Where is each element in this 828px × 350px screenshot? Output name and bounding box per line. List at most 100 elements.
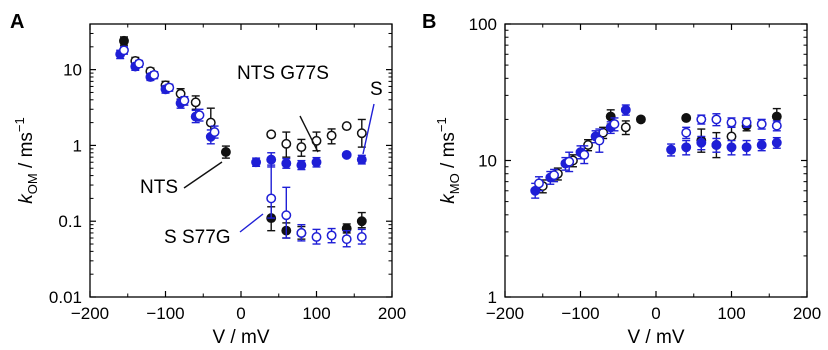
y-tick-label: 0.1 — [58, 212, 82, 231]
data-point — [726, 142, 737, 153]
x-axis-label: V / mV — [212, 327, 269, 348]
x-tick-label: 200 — [378, 304, 406, 323]
data-point — [711, 139, 722, 150]
data-point — [164, 82, 175, 93]
series-black-filled — [605, 107, 782, 153]
data-point — [681, 112, 692, 123]
data-point — [119, 35, 129, 46]
data-point — [134, 58, 145, 69]
data-point — [251, 157, 262, 168]
data-point — [620, 122, 631, 133]
data-point — [711, 114, 722, 125]
annotation-label: S — [370, 79, 383, 100]
series-black-open — [537, 120, 737, 194]
x-tick-label: 200 — [793, 304, 821, 323]
data-point — [311, 157, 322, 168]
data-point — [356, 231, 367, 242]
x-tick-label: 0 — [236, 304, 245, 323]
data-point — [296, 160, 307, 171]
data-point — [741, 142, 752, 153]
data-point — [281, 158, 292, 169]
y-tick-label: 0.01 — [49, 288, 82, 307]
x-tick-label: −100 — [146, 304, 184, 323]
data-point — [534, 178, 544, 189]
data-point — [220, 147, 231, 157]
data-point — [281, 138, 292, 149]
annotation-label: S S77G — [164, 227, 231, 248]
y-tick-label: 1 — [73, 136, 82, 155]
x-tick-label: −100 — [561, 304, 599, 323]
data-point — [209, 127, 220, 138]
data-point — [205, 117, 216, 128]
data-point — [149, 70, 160, 80]
data-point — [696, 137, 707, 148]
data-point — [266, 193, 277, 204]
data-point — [666, 144, 677, 155]
data-point — [771, 137, 782, 148]
data-point — [266, 154, 277, 165]
data-point — [609, 119, 620, 129]
panel-A: A −200 −100 0 100 200 0.01 0.1 1 10 V / mV kOM / ms… — [10, 11, 406, 348]
panel-letter: B — [422, 11, 436, 33]
data-point — [281, 210, 292, 221]
data-point — [771, 120, 782, 131]
annotation-label: NTS — [140, 177, 178, 198]
series-blue-open — [534, 113, 782, 192]
data-point — [194, 110, 205, 121]
data-point — [771, 111, 782, 122]
data-point — [356, 216, 367, 227]
annotation-leader — [183, 161, 223, 189]
x-tick-label: 100 — [302, 304, 330, 323]
y-axis-label: kMO / ms−1 — [434, 117, 462, 203]
x-tick-label: 0 — [651, 304, 660, 323]
x-tick-label: 100 — [717, 304, 745, 323]
y-tick-label: 10 — [63, 61, 82, 80]
panel-B: B −200 −100 0 100 200 1 10 100 V / mV kMO / ms−1 — [422, 11, 821, 348]
data-point — [341, 234, 352, 245]
data-point — [681, 127, 692, 138]
data-point — [726, 131, 737, 142]
x-tick-label: −200 — [71, 304, 109, 323]
panel-letter: A — [10, 11, 24, 33]
data-point — [296, 142, 307, 153]
data-point — [549, 170, 560, 181]
y-tick-label: 10 — [478, 152, 497, 171]
data-point — [696, 114, 707, 125]
data-point — [741, 117, 752, 128]
y-axis-label: kOM / ms−1 — [12, 117, 40, 203]
annotation-leader — [239, 213, 264, 233]
data-point — [620, 104, 631, 115]
y-tick-label: 1 — [488, 288, 497, 307]
y-tick-label: 100 — [469, 15, 497, 34]
data-point — [326, 230, 337, 241]
data-point — [756, 139, 767, 150]
annotation-leader — [362, 103, 375, 155]
data-point — [190, 97, 201, 108]
data-point — [119, 45, 129, 56]
data-point — [266, 129, 277, 140]
data-point — [341, 121, 352, 132]
data-point — [681, 142, 692, 153]
data-point — [726, 117, 737, 128]
data-point — [341, 149, 352, 160]
data-point — [326, 130, 337, 141]
data-point — [356, 154, 367, 165]
annotation-leader — [299, 115, 319, 153]
annotation-label: NTS G77S — [237, 63, 329, 84]
data-point — [594, 135, 605, 146]
data-point — [356, 128, 367, 139]
data-point — [564, 156, 575, 167]
plot-frame — [504, 23, 808, 298]
data-point — [635, 114, 646, 125]
data-point — [179, 95, 190, 106]
data-point — [579, 149, 590, 160]
data-point — [296, 228, 307, 238]
series-blue-open — [119, 45, 367, 248]
series-blue-filled — [530, 104, 782, 199]
data-point — [756, 119, 767, 129]
x-tick-label: −200 — [486, 304, 524, 323]
data-point — [311, 231, 322, 242]
data-point — [583, 139, 593, 150]
x-axis-label: V / mV — [627, 327, 684, 348]
